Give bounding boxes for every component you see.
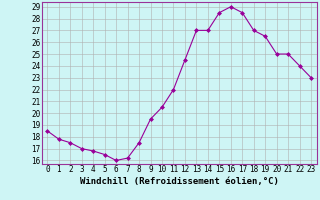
X-axis label: Windchill (Refroidissement éolien,°C): Windchill (Refroidissement éolien,°C) (80, 177, 279, 186)
